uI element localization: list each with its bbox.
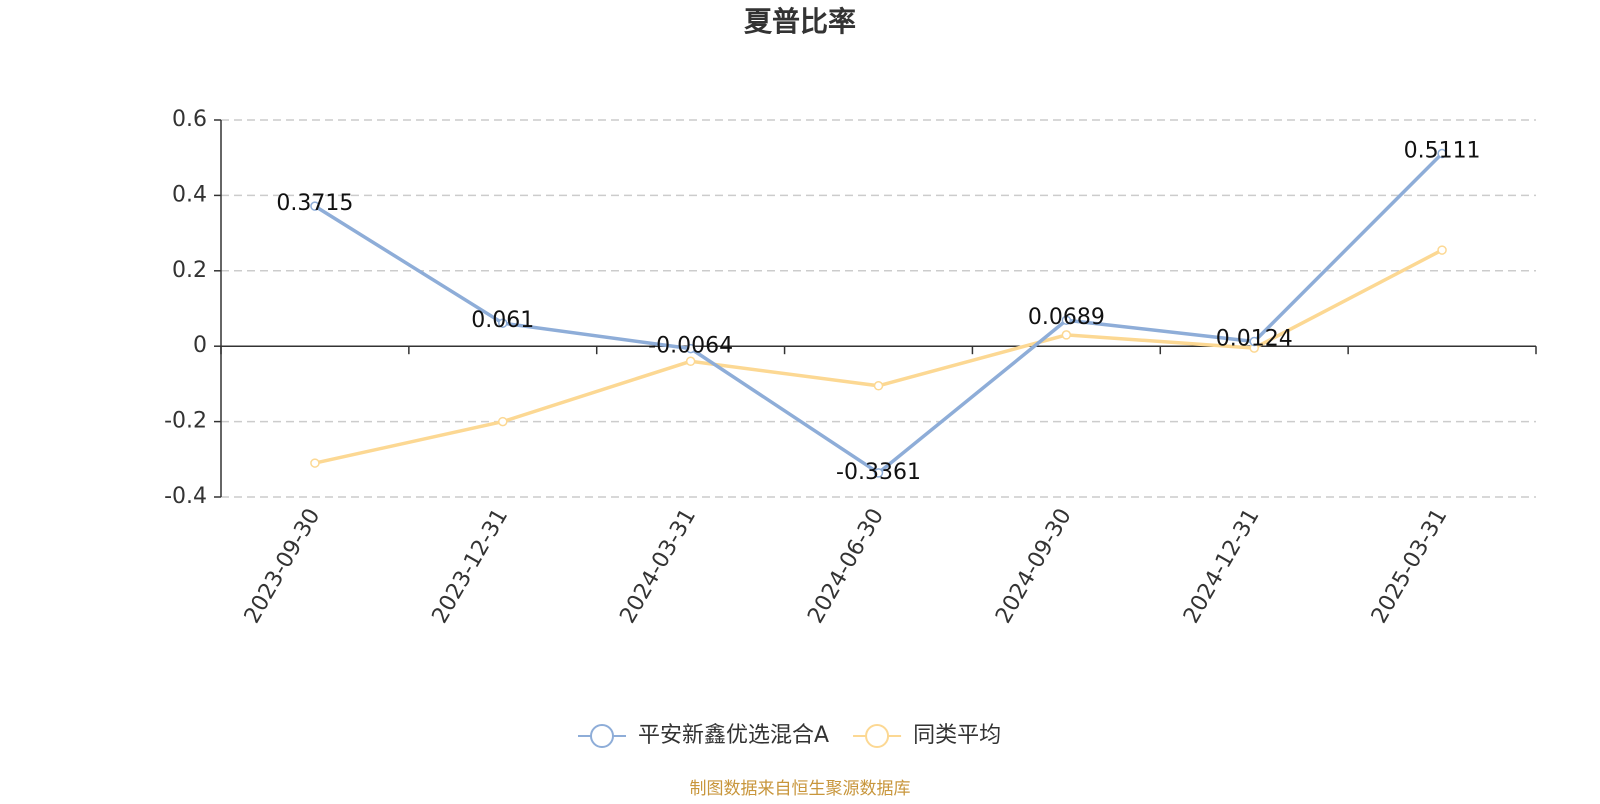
series-point: [310, 458, 320, 468]
series-line: [314, 248, 1443, 465]
data-label: 0.061: [471, 308, 534, 333]
x-tick-label: 2023-12-31: [428, 505, 514, 628]
series-point: [498, 416, 508, 427]
x-tick-label: 2024-09-30: [991, 505, 1077, 628]
data-label: 0.0124: [1216, 327, 1293, 352]
x-tick-label: 2024-12-31: [1179, 505, 1265, 628]
x-tick-label: 2024-03-31: [615, 505, 701, 628]
series-point: [685, 356, 696, 367]
chart-title: 夏普比率: [744, 5, 856, 38]
x-tick-label: 2024-06-30: [803, 505, 889, 628]
series-point: [1061, 315, 1072, 325]
legend-label: 同类平均: [913, 723, 1001, 748]
series-point: [1437, 245, 1447, 255]
series-point: [1249, 336, 1259, 347]
source-note: 制图数据来自恒生聚源数据库: [690, 779, 911, 799]
series-point: [873, 381, 884, 391]
legend-marker: [590, 724, 614, 748]
y-tick-label: -0.2: [164, 409, 207, 434]
series-point: [1061, 330, 1072, 340]
y-tick-label: 0.2: [172, 258, 207, 283]
y-tick-label: 0.6: [172, 107, 207, 132]
legend-marker: [865, 724, 890, 748]
series-point: [685, 343, 696, 354]
legend-label: 平安新鑫优选混合A: [638, 723, 829, 748]
y-tick-label: -0.4: [164, 484, 207, 509]
y-tick-label: 0.4: [172, 182, 207, 207]
x-tick-label: 2023-09-30: [240, 505, 326, 628]
x-tick-label: 2025-03-31: [1367, 505, 1453, 628]
series-point: [310, 201, 320, 211]
data-label: -0.3361: [836, 460, 921, 485]
data-label: 0.5111: [1404, 139, 1481, 164]
data-label: -0.0064: [648, 334, 733, 359]
series-point: [1437, 148, 1447, 159]
data-label: 0.0689: [1028, 305, 1105, 330]
y-tick-label: 0: [193, 333, 207, 358]
data-label: 0.3715: [276, 191, 353, 216]
series-point: [498, 318, 508, 328]
series-point: [873, 468, 884, 478]
